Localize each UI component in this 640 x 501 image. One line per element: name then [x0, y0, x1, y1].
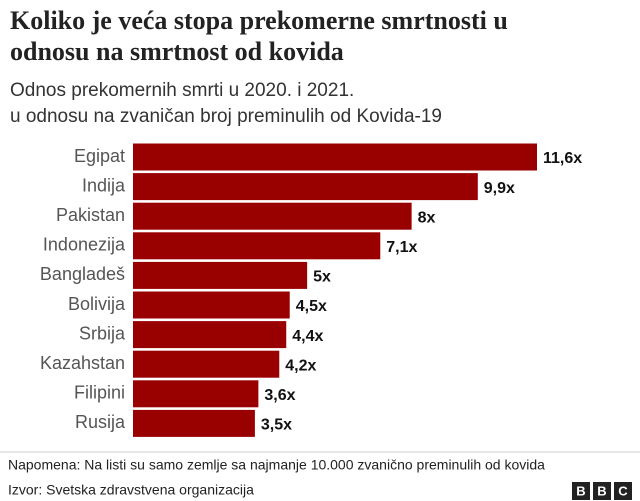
- bar: [133, 202, 412, 230]
- value-label: 4,2x: [285, 357, 316, 374]
- note: Napomena: Na listi su samo zemlje sa naj…: [8, 457, 545, 473]
- y-tick-label: Kazahstan: [40, 353, 125, 373]
- value-label: 5x: [313, 269, 331, 286]
- chart-subtitle: u odnosu na zvaničan broj preminulih od …: [10, 106, 442, 127]
- logo: B B C: [572, 482, 632, 500]
- y-tick-label: Srbija: [79, 323, 126, 343]
- value-label: 9,9x: [484, 180, 515, 197]
- logo-letter: B: [597, 483, 606, 498]
- bar: [133, 380, 259, 408]
- y-tick-label: Indija: [82, 175, 126, 195]
- value-label: 4,5x: [296, 298, 327, 315]
- bar: [133, 173, 478, 201]
- logo-box: [593, 482, 611, 500]
- y-tick-label: Pakistan: [56, 205, 125, 225]
- value-label: 11,6x: [543, 150, 582, 167]
- logo-box: [614, 482, 632, 500]
- value-label: 3,5x: [261, 417, 292, 434]
- logo-box: [572, 482, 590, 500]
- bar: [133, 143, 537, 171]
- bar: [133, 291, 290, 319]
- bar: [133, 409, 255, 437]
- y-tick-label: Rusija: [75, 412, 126, 432]
- bar: [133, 261, 308, 289]
- bar: [133, 321, 287, 349]
- chart-title: Koliko je veća stopa prekomerne smrtnost…: [10, 6, 508, 35]
- chart-subtitle: Odnos prekomernih smrti u 2020. i 2021.: [10, 80, 354, 101]
- value-label: 4,4x: [292, 328, 323, 345]
- value-label: 8x: [418, 209, 436, 226]
- y-tick-label: Bolivija: [68, 294, 126, 314]
- bar: [133, 232, 381, 260]
- bar: [133, 350, 280, 378]
- y-tick-label: Egipat: [74, 146, 125, 166]
- y-tick-label: Indonezija: [43, 235, 126, 255]
- source: Izvor: Svetska zdravstvena organizacija: [8, 482, 254, 498]
- value-label: 7,1x: [386, 239, 417, 256]
- y-tick-label: Bangladeš: [40, 264, 125, 284]
- logo-letter: B: [576, 483, 585, 498]
- value-label: 3,6x: [264, 387, 295, 404]
- logo-letter: C: [618, 483, 628, 498]
- chart-title: odnosu na smrtnost od kovida: [10, 37, 344, 66]
- y-tick-label: Filipini: [74, 383, 125, 403]
